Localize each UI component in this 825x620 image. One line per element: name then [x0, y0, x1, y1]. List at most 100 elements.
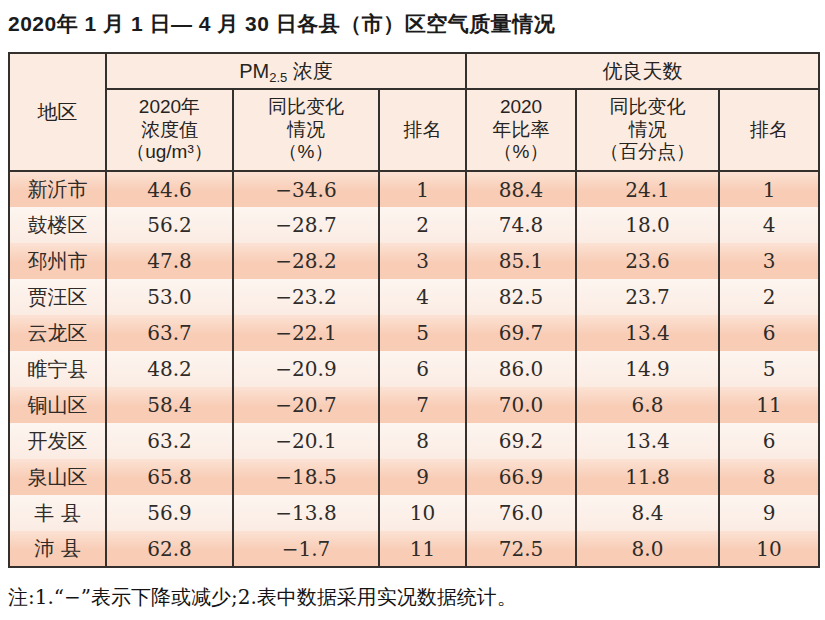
- pm-rank-cell: 3: [379, 243, 466, 279]
- region-header-label: 地区: [38, 101, 78, 123]
- region-cell: 沛 县: [9, 531, 106, 567]
- days-rate-cell: 70.0: [466, 387, 576, 423]
- days-change-cell: 13.4: [576, 315, 719, 351]
- days-rank-cell: 6: [719, 315, 819, 351]
- good-days-label: 优良天数: [603, 60, 683, 82]
- pm-value-cell: 63.7: [106, 315, 233, 351]
- pm25-label-subscript: 2.5: [269, 70, 287, 85]
- page: 2020年 1 月 1 日— 4 月 30 日各县（市）区空气质量情况 地区 P…: [0, 0, 825, 611]
- region-cell: 鼓楼区: [9, 207, 106, 243]
- days-change-cell: 24.1: [576, 171, 719, 207]
- pm-value-cell: 56.9: [106, 495, 233, 531]
- column-header-pm-rank: 排名: [379, 89, 466, 171]
- table-row: 铜山区 58.4 −20.7 7 70.0 6.8 11: [9, 387, 819, 423]
- pm-rank-cell: 11: [379, 531, 466, 567]
- pm-value-cell: 63.2: [106, 423, 233, 459]
- table-row: 睢宁县 48.2 −20.9 6 86.0 14.9 5: [9, 351, 819, 387]
- table-row: 开发区 63.2 −20.1 8 69.2 13.4 6: [9, 423, 819, 459]
- days-rank-cell: 11: [719, 387, 819, 423]
- column-header-days-rank: 排名: [719, 89, 819, 171]
- pm-change-cell: −23.2: [233, 279, 379, 315]
- region-cell: 云龙区: [9, 315, 106, 351]
- pm-value-cell: 56.2: [106, 207, 233, 243]
- pm-change-cell: −28.7: [233, 207, 379, 243]
- days-rank-cell: 1: [719, 171, 819, 207]
- pm-change-cell: −34.6: [233, 171, 379, 207]
- pm-change-cell: −22.1: [233, 315, 379, 351]
- column-header-days-rate: 2020 年比率 （%）: [466, 89, 576, 171]
- pm-value-cell: 62.8: [106, 531, 233, 567]
- days-rate-cell: 72.5: [466, 531, 576, 567]
- days-rank-cell: 5: [719, 351, 819, 387]
- column-group-pm25: PM2.5 浓度: [106, 53, 466, 89]
- pm-rank-cell: 9: [379, 459, 466, 495]
- days-change-cell: 11.8: [576, 459, 719, 495]
- pm-rank-cell: 7: [379, 387, 466, 423]
- region-cell: 新沂市: [9, 171, 106, 207]
- days-rate-cell: 74.8: [466, 207, 576, 243]
- days-rate-cell: 76.0: [466, 495, 576, 531]
- days-rank-cell: 10: [719, 531, 819, 567]
- days-rate-cell: 69.2: [466, 423, 576, 459]
- pm-change-cell: −13.8: [233, 495, 379, 531]
- days-change-cell: 6.8: [576, 387, 719, 423]
- days-change-cell: 8.0: [576, 531, 719, 567]
- table-row: 丰 县 56.9 −13.8 10 76.0 8.4 9: [9, 495, 819, 531]
- region-cell: 开发区: [9, 423, 106, 459]
- region-cell: 邳州市: [9, 243, 106, 279]
- days-rank-cell: 2: [719, 279, 819, 315]
- column-header-pm-value: 2020年 浓度值 （ug/m³）: [106, 89, 233, 171]
- pm-value-cell: 65.8: [106, 459, 233, 495]
- footnote: 注:1.“−”表示下降或减少;2.表中数据采用实况数据统计。: [8, 584, 825, 611]
- table-row: 邳州市 47.8 −28.2 3 85.1 23.6 3: [9, 243, 819, 279]
- days-rank-cell: 4: [719, 207, 819, 243]
- pm-rank-cell: 4: [379, 279, 466, 315]
- table-header: 地区 PM2.5 浓度 优良天数 2020年 浓度值 （ug/m³） 同比变化 …: [9, 53, 819, 171]
- table-row: 云龙区 63.7 −22.1 5 69.7 13.4 6: [9, 315, 819, 351]
- days-change-cell: 23.6: [576, 243, 719, 279]
- pm-change-cell: −28.2: [233, 243, 379, 279]
- pm-change-cell: −20.1: [233, 423, 379, 459]
- column-header-region: 地区: [9, 53, 106, 171]
- pm25-label-suffix: 浓度: [287, 60, 333, 82]
- air-quality-table: 地区 PM2.5 浓度 优良天数 2020年 浓度值 （ug/m³） 同比变化 …: [8, 52, 820, 568]
- region-cell: 贾汪区: [9, 279, 106, 315]
- pm-change-cell: −20.7: [233, 387, 379, 423]
- days-rank-cell: 8: [719, 459, 819, 495]
- days-change-cell: 13.4: [576, 423, 719, 459]
- pm-value-cell: 44.6: [106, 171, 233, 207]
- pm-rank-cell: 5: [379, 315, 466, 351]
- days-rate-cell: 85.1: [466, 243, 576, 279]
- days-rate-cell: 66.9: [466, 459, 576, 495]
- column-header-days-change: 同比变化 情况 （百分点）: [576, 89, 719, 171]
- sub-header-row: 2020年 浓度值 （ug/m³） 同比变化 情况 （%） 排名 2020 年比…: [9, 89, 819, 171]
- pm-rank-cell: 6: [379, 351, 466, 387]
- pm-value-cell: 48.2: [106, 351, 233, 387]
- pm-value-cell: 53.0: [106, 279, 233, 315]
- pm-value-cell: 47.8: [106, 243, 233, 279]
- region-cell: 睢宁县: [9, 351, 106, 387]
- pm-rank-cell: 1: [379, 171, 466, 207]
- group-header-row: 地区 PM2.5 浓度 优良天数: [9, 53, 819, 89]
- table-row: 鼓楼区 56.2 −28.7 2 74.8 18.0 4: [9, 207, 819, 243]
- region-cell: 丰 县: [9, 495, 106, 531]
- days-change-cell: 14.9: [576, 351, 719, 387]
- table-row: 沛 县 62.8 −1.7 11 72.5 8.0 10: [9, 531, 819, 567]
- days-rate-cell: 82.5: [466, 279, 576, 315]
- days-change-cell: 23.7: [576, 279, 719, 315]
- region-cell: 泉山区: [9, 459, 106, 495]
- days-rank-cell: 6: [719, 423, 819, 459]
- pm-change-cell: −20.9: [233, 351, 379, 387]
- table-row: 贾汪区 53.0 −23.2 4 82.5 23.7 2: [9, 279, 819, 315]
- days-rate-cell: 86.0: [466, 351, 576, 387]
- pm-value-cell: 58.4: [106, 387, 233, 423]
- pm-rank-cell: 8: [379, 423, 466, 459]
- table-body: 新沂市 44.6 −34.6 1 88.4 24.1 1 鼓楼区 56.2 −2…: [9, 171, 819, 567]
- days-rate-cell: 69.7: [466, 315, 576, 351]
- days-change-cell: 18.0: [576, 207, 719, 243]
- days-change-cell: 8.4: [576, 495, 719, 531]
- region-cell: 铜山区: [9, 387, 106, 423]
- pm-change-cell: −1.7: [233, 531, 379, 567]
- pm25-label-prefix: PM: [239, 60, 269, 82]
- pm-rank-cell: 2: [379, 207, 466, 243]
